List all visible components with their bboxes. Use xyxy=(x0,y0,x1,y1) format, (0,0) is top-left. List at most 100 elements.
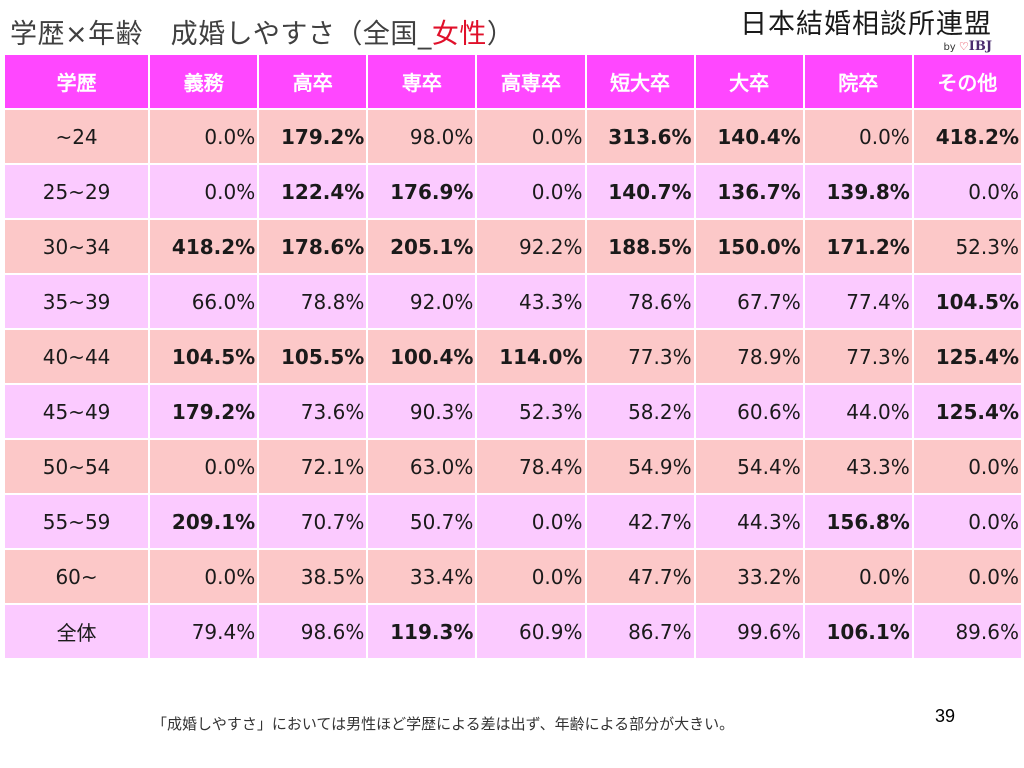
logo-by: by xyxy=(943,42,956,53)
table-cell: 90.3% xyxy=(366,383,478,440)
table-cell: 43.3% xyxy=(802,438,914,495)
table-cell: 33.4% xyxy=(366,548,478,605)
table-cell: 104.5% xyxy=(148,328,260,385)
table-cell: 418.2% xyxy=(148,218,260,275)
table-cell: 47.7% xyxy=(584,548,696,605)
header-cell: 高卒 xyxy=(257,53,369,110)
table-cell: 44.3% xyxy=(693,493,805,550)
logo-sub: by ♡IBJ xyxy=(740,39,992,54)
table-cell: 77.4% xyxy=(802,273,914,330)
table-row: 45~49 179.2% 73.6% 90.3% 52.3% 58.2% 60.6% 44.0… xyxy=(2,383,1024,440)
table-cell: 78.4% xyxy=(475,438,587,495)
row-label: 45~49 xyxy=(2,383,151,440)
table-cell: 418.2% xyxy=(911,108,1024,165)
table-cell: 105.5% xyxy=(257,328,369,385)
table-cell: 92.2% xyxy=(475,218,587,275)
table-cell: 52.3% xyxy=(475,383,587,440)
table-cell: 42.7% xyxy=(584,493,696,550)
title-suffix: ） xyxy=(486,19,515,50)
header-cell: 専卒 xyxy=(366,53,478,110)
table-cell: 119.3% xyxy=(366,603,478,660)
row-label: 全体 xyxy=(2,603,151,660)
table-cell: 178.6% xyxy=(257,218,369,275)
ibj-logo: 日本結婚相談所連盟 by ♡IBJ xyxy=(740,2,992,54)
table-cell: 0.0% xyxy=(802,548,914,605)
heart-icon: ♡ xyxy=(958,40,969,53)
table-cell: 98.0% xyxy=(366,108,478,165)
table-cell: 78.8% xyxy=(257,273,369,330)
row-label: 55~59 xyxy=(2,493,151,550)
table-cell: 0.0% xyxy=(148,548,260,605)
table-cell: 205.1% xyxy=(366,218,478,275)
row-label: 50~54 xyxy=(2,438,151,495)
table-cell: 99.6% xyxy=(693,603,805,660)
row-label: 25~29 xyxy=(2,163,151,220)
row-label: ~24 xyxy=(2,108,151,165)
table-cell: 179.2% xyxy=(148,383,260,440)
footnote: 「成婚しやすさ」においては男性ほど学歴による差は出ず、年齢による部分が大きい。 xyxy=(152,715,735,733)
table-cell: 54.9% xyxy=(584,438,696,495)
table-cell: 52.3% xyxy=(911,218,1024,275)
table-cell: 58.2% xyxy=(584,383,696,440)
table-cell: 106.1% xyxy=(802,603,914,660)
table-cell: 139.8% xyxy=(802,163,914,220)
header-cell: 高専卒 xyxy=(475,53,587,110)
table-row: 35~39 66.0% 78.8% 92.0% 43.3% 78.6% 67.7% 77.4%… xyxy=(2,273,1024,330)
header-cell: 義務 xyxy=(148,53,260,110)
table-row: 60~ 0.0% 38.5% 33.4% 0.0% 47.7% 33.2% 0.0% 0.0% xyxy=(2,548,1024,605)
table-cell: 0.0% xyxy=(148,438,260,495)
table-row: 40~44 104.5% 105.5% 100.4% 114.0% 77.3% 78.9% 7… xyxy=(2,328,1024,385)
table-cell: 38.5% xyxy=(257,548,369,605)
row-label: 40~44 xyxy=(2,328,151,385)
table-cell: 114.0% xyxy=(475,328,587,385)
table-cell: 67.7% xyxy=(693,273,805,330)
table-cell: 92.0% xyxy=(366,273,478,330)
logo-main-text: 日本結婚相談所連盟 xyxy=(740,9,992,40)
table-row: 50~54 0.0% 72.1% 63.0% 78.4% 54.9% 54.4% 43.3% 0… xyxy=(2,438,1024,495)
table-row: 全体 79.4% 98.6% 119.3% 60.9% 86.7% 99.6% 106.1% 8… xyxy=(2,603,1024,660)
header-cell: 大卒 xyxy=(693,53,805,110)
header-cell: 短大卒 xyxy=(584,53,696,110)
logo-brand: IBJ xyxy=(968,39,992,54)
table-cell: 70.7% xyxy=(257,493,369,550)
table-cell: 63.0% xyxy=(366,438,478,495)
table-cell: 0.0% xyxy=(911,493,1024,550)
table-row: 30~34 418.2% 178.6% 205.1% 92.2% 188.5% 150.0%… xyxy=(2,218,1024,275)
table-cell: 104.5% xyxy=(911,273,1024,330)
table-cell: 50.7% xyxy=(366,493,478,550)
table-body: ~24 0.0% 179.2% 98.0% 0.0% 313.6% 140.4% 0.0% 41… xyxy=(2,108,1024,660)
table-cell: 125.4% xyxy=(911,383,1024,440)
table-cell: 0.0% xyxy=(475,493,587,550)
row-label: 30~34 xyxy=(2,218,151,275)
table-cell: 140.4% xyxy=(693,108,805,165)
table-cell: 66.0% xyxy=(148,273,260,330)
table-row: 25~29 0.0% 122.4% 176.9% 0.0% 140.7% 136.7% 139… xyxy=(2,163,1024,220)
table-cell: 72.1% xyxy=(257,438,369,495)
table-cell: 176.9% xyxy=(366,163,478,220)
header-cell: 院卒 xyxy=(802,53,914,110)
table-cell: 60.9% xyxy=(475,603,587,660)
table-cell: 73.6% xyxy=(257,383,369,440)
table-cell: 98.6% xyxy=(257,603,369,660)
table-cell: 0.0% xyxy=(911,548,1024,605)
table-cell: 78.9% xyxy=(693,328,805,385)
table-cell: 122.4% xyxy=(257,163,369,220)
table-cell: 188.5% xyxy=(584,218,696,275)
data-table: 学歴 義務 高卒 専卒 高専卒 短大卒 大卒 院卒 その他 ~24 0.0% 179.2% 98.0%… xyxy=(2,53,1024,660)
title-prefix: 学歴×年齢 成婚しやすさ（全国_ xyxy=(10,19,432,50)
table-cell: 86.7% xyxy=(584,603,696,660)
table-cell: 100.4% xyxy=(366,328,478,385)
table-cell: 0.0% xyxy=(475,163,587,220)
table-cell: 0.0% xyxy=(911,163,1024,220)
table-cell: 0.0% xyxy=(911,438,1024,495)
table-cell: 140.7% xyxy=(584,163,696,220)
table-cell: 136.7% xyxy=(693,163,805,220)
table-cell: 313.6% xyxy=(584,108,696,165)
table-row: 55~59 209.1% 70.7% 50.7% 0.0% 42.7% 44.3% 156.8… xyxy=(2,493,1024,550)
row-label: 60~ xyxy=(2,548,151,605)
table-cell: 44.0% xyxy=(802,383,914,440)
table-header-row: 学歴 義務 高卒 専卒 高専卒 短大卒 大卒 院卒 その他 xyxy=(2,53,1024,110)
table-cell: 33.2% xyxy=(693,548,805,605)
table-cell: 54.4% xyxy=(693,438,805,495)
